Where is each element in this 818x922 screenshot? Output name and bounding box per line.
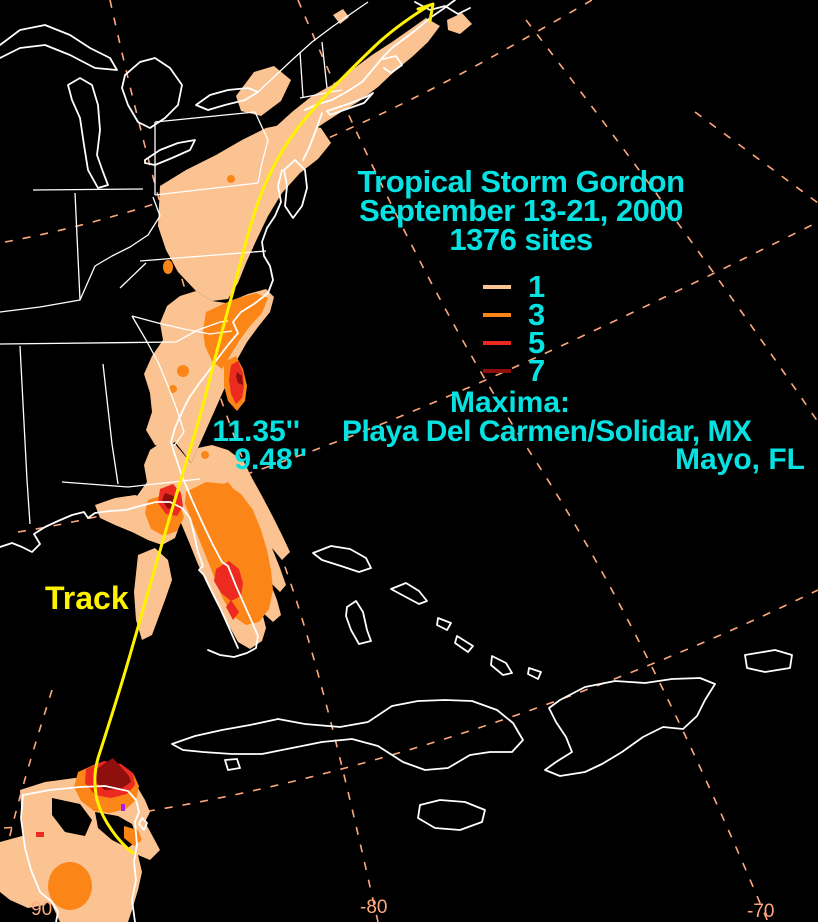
legend-label-5in: 5 (528, 325, 546, 360)
legend-swatch-1in (483, 285, 511, 289)
lon-label-70: -70 (747, 901, 775, 922)
legend-row: 1 (483, 269, 546, 304)
maxima-heading: Maxima: (449, 386, 571, 419)
legend-row: 5 (483, 325, 546, 360)
legend-label-7in: 7 (528, 353, 546, 388)
lon-label-90: 90 (31, 899, 53, 920)
lon-label-80: -80 (360, 897, 388, 918)
track-arrowhead (416, 2, 435, 23)
legend-label-1in: 1 (528, 269, 546, 304)
meridian-60 (694, 111, 818, 204)
legend-swatch-7in (483, 369, 511, 373)
title-line-sites: 1376 sites (449, 222, 593, 257)
parallel-40 (4, 0, 593, 243)
maxima-site-mx: Playa Del Carmen/Solidar, MX (342, 415, 752, 448)
maxima-value-mx: 11.35'' (212, 415, 300, 448)
legend-row: 7 (483, 353, 546, 388)
legend-swatch-5in (483, 341, 511, 345)
meridian-70 (297, 0, 769, 922)
track-line (93, 3, 432, 855)
legend-row: 3 (483, 297, 546, 332)
state-borders (0, 1, 369, 525)
maxima-value-fl: 9.48'' (234, 443, 307, 476)
legend-swatch-3in (483, 313, 511, 317)
parallel-30 (17, 221, 818, 533)
track-label: Track (45, 580, 129, 616)
coastlines (0, 0, 793, 922)
rain-level-10-dot (121, 804, 125, 811)
legend-label-3in: 3 (528, 297, 546, 332)
title-line-dates: September 13-21, 2000 (359, 193, 683, 228)
map-title: Tropical Storm Gordon September 13-21, 2… (321, 164, 721, 257)
rainfall-legend: 1 3 5 7 (483, 269, 546, 388)
maxima-site-fl: Mayo, FL (674, 443, 805, 476)
title-line-storm: Tropical Storm Gordon (357, 164, 685, 199)
storm-track (93, 2, 435, 855)
